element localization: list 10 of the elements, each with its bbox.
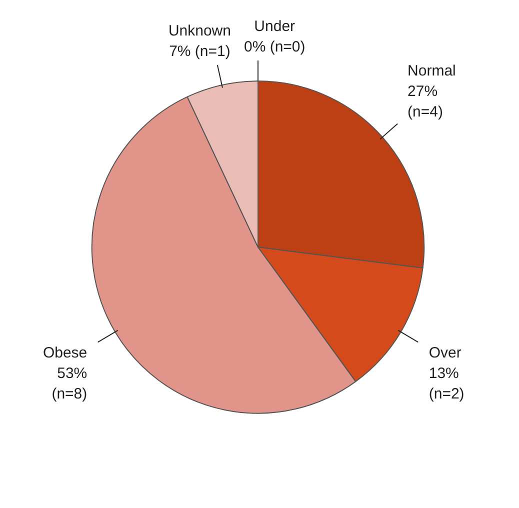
- slice-label: Over: [428, 344, 462, 362]
- slice-label: Obese: [42, 344, 88, 362]
- slice-label: Unknown: [168, 22, 231, 40]
- slice-label: Normal: [408, 62, 456, 80]
- data-label: 7% (n=1): [169, 43, 230, 60]
- category-label: Under: [254, 18, 296, 36]
- data-label: 27% (n=4): [408, 83, 443, 120]
- data-label: 53% (n=8): [52, 365, 88, 403]
- data-label: 13% (n=2): [428, 365, 464, 403]
- text: 0% (n=0): [244, 38, 306, 56]
